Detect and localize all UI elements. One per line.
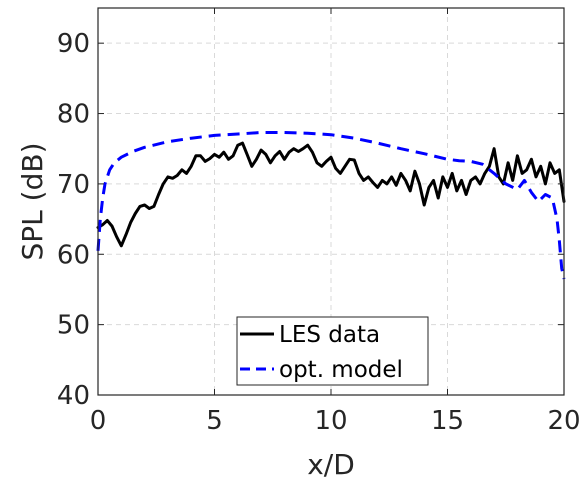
x-axis-label: x/D (307, 448, 355, 481)
x-tick-label: 15 (431, 406, 464, 436)
legend-label-opt-model: opt. model (279, 357, 403, 383)
legend-label-les-data: LES data (279, 322, 380, 348)
x-tick-label: 20 (547, 406, 580, 436)
axis-ticks: 0 5 10 15 20 40 50 60 70 80 90 (57, 8, 581, 436)
series-group (96, 131, 566, 280)
legend: LES data opt. model (236, 316, 429, 386)
x-tick-label: 0 (90, 406, 107, 436)
y-tick-label: 80 (57, 100, 90, 130)
legend-box (236, 316, 429, 386)
y-axis-label: SPL (dB) (16, 143, 49, 261)
x-tick-label: 10 (314, 406, 347, 436)
x-tick-label: 5 (206, 406, 223, 436)
series-line-les-data (96, 141, 566, 248)
series-line-opt-model (96, 131, 566, 280)
grid (98, 8, 564, 395)
y-tick-label: 60 (57, 240, 90, 270)
y-tick-label: 70 (57, 170, 90, 200)
y-tick-label: 50 (57, 311, 90, 341)
y-tick-label: 90 (57, 29, 90, 59)
y-tick-label: 40 (57, 381, 90, 411)
